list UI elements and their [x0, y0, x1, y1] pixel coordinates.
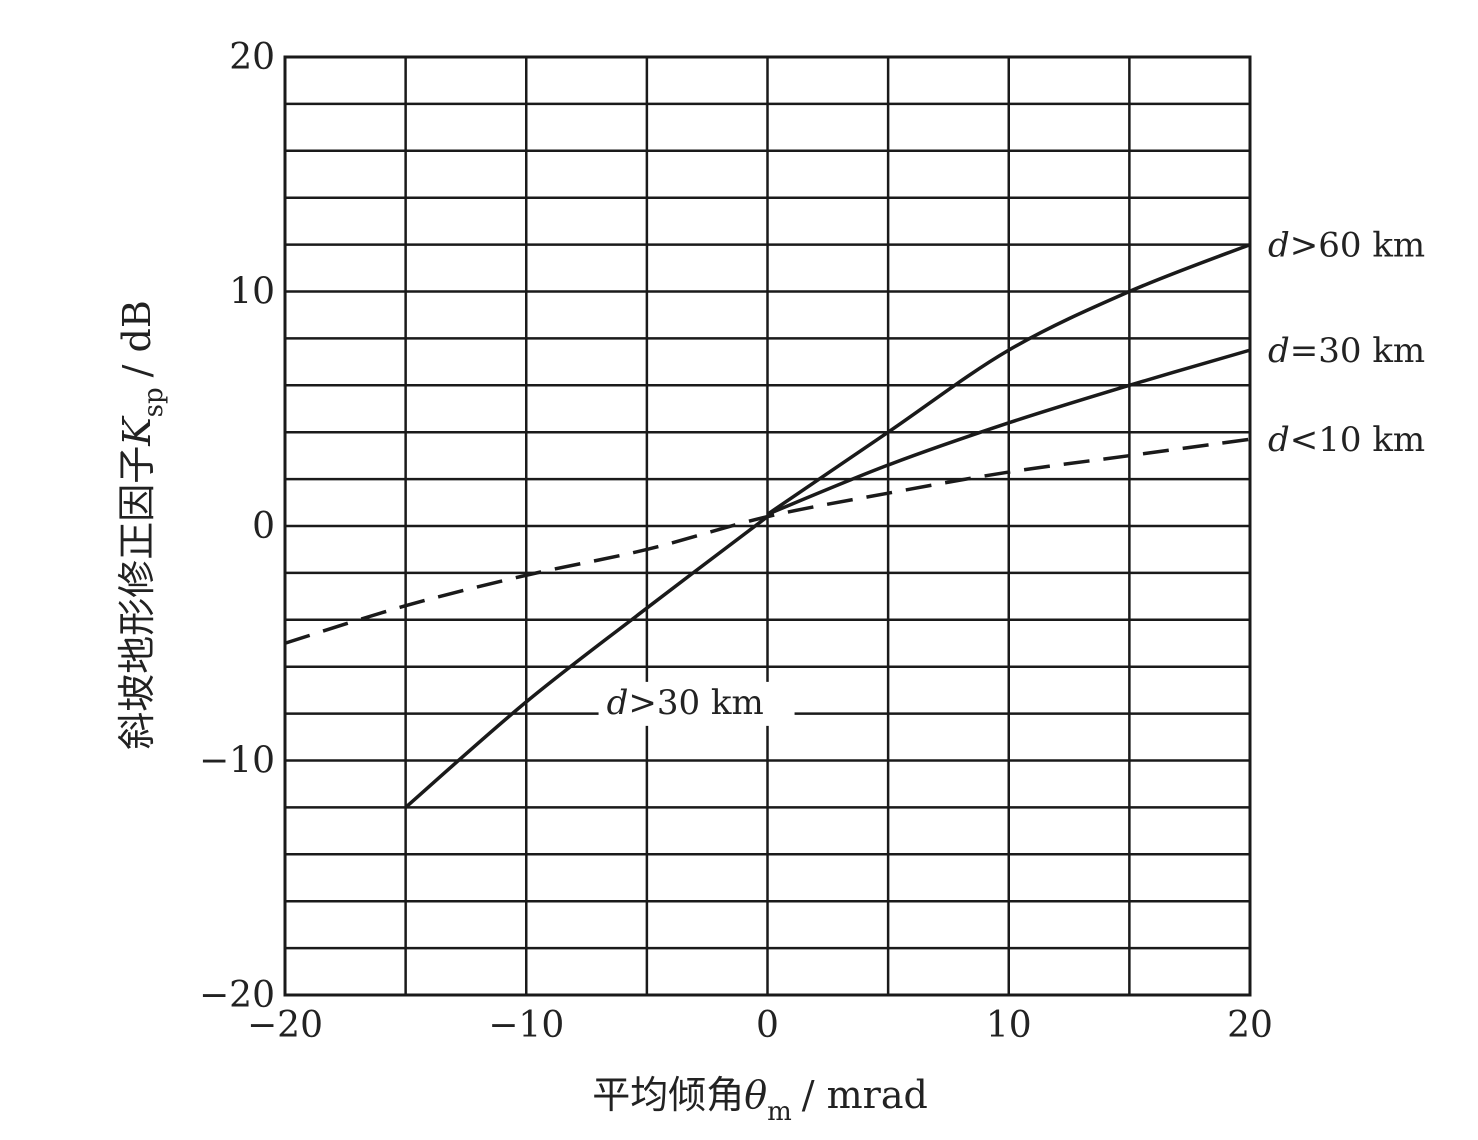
- series-label-d-30-km: d>30 km: [607, 683, 764, 723]
- series-label-value: =30 km: [1290, 331, 1425, 371]
- y-tick-label: −20: [199, 975, 275, 1016]
- y-tick-labels: 20 10 0 −10 −20: [199, 37, 275, 1016]
- grid: [285, 57, 1250, 995]
- x-tick-label: 0: [756, 1005, 779, 1046]
- series-line-d-60-km: [766, 242, 1251, 516]
- y-axis-symbol: K: [115, 415, 159, 447]
- y-axis-title: 斜坡地形修正因子Ksp / dB: [115, 300, 169, 750]
- plot-frame: [283, 55, 1252, 997]
- x-tick-labels: −20 −10 0 10 20: [247, 1005, 1273, 1046]
- y-tick-label: 20: [229, 37, 275, 78]
- series-label-background: [598, 681, 795, 726]
- series-labels: d>60 kmd=30 kmd<10 kmd>30 km: [598, 226, 1425, 726]
- x-tick-label: 20: [1227, 1005, 1273, 1046]
- series-label-variable: d: [1268, 331, 1290, 371]
- x-tick-label: −20: [247, 1005, 323, 1046]
- x-axis-subscript: m: [767, 1097, 792, 1127]
- series-line-d-30-km: [766, 348, 1251, 516]
- x-tick-label: 10: [986, 1005, 1032, 1046]
- y-tick-label: −10: [199, 741, 275, 782]
- series-label-variable: d: [1268, 420, 1290, 460]
- x-axis-unit: / mrad: [802, 1073, 928, 1117]
- y-tick-label: 0: [252, 506, 275, 547]
- series-label-variable: d: [1268, 226, 1290, 266]
- series-label-variable: d: [607, 683, 629, 723]
- series-label-value: >60 km: [1290, 226, 1425, 266]
- curves: [284, 242, 1251, 809]
- series-line-d-30-km: [404, 515, 769, 809]
- series-label-d-10-km: d<10 km: [1268, 420, 1425, 460]
- series-label-d-30-km: d=30 km: [1268, 331, 1425, 371]
- y-tick-label: 10: [229, 272, 275, 313]
- series-label-d-60-km: d>60 km: [1268, 226, 1425, 266]
- y-axis-unit: / dB: [115, 300, 159, 377]
- series-label-value: >30 km: [628, 683, 763, 723]
- x-tick-label: −10: [488, 1005, 564, 1046]
- x-axis-title-prefix: 平均倾角: [592, 1073, 744, 1117]
- y-axis-subscript: sp: [139, 387, 169, 417]
- series-label-value: <10 km: [1290, 420, 1425, 460]
- y-axis-title-prefix: 斜坡地形修正因子: [115, 446, 159, 750]
- x-axis-symbol: θ: [744, 1073, 767, 1117]
- x-axis-title: 平均倾角θm / mrad: [592, 1073, 928, 1127]
